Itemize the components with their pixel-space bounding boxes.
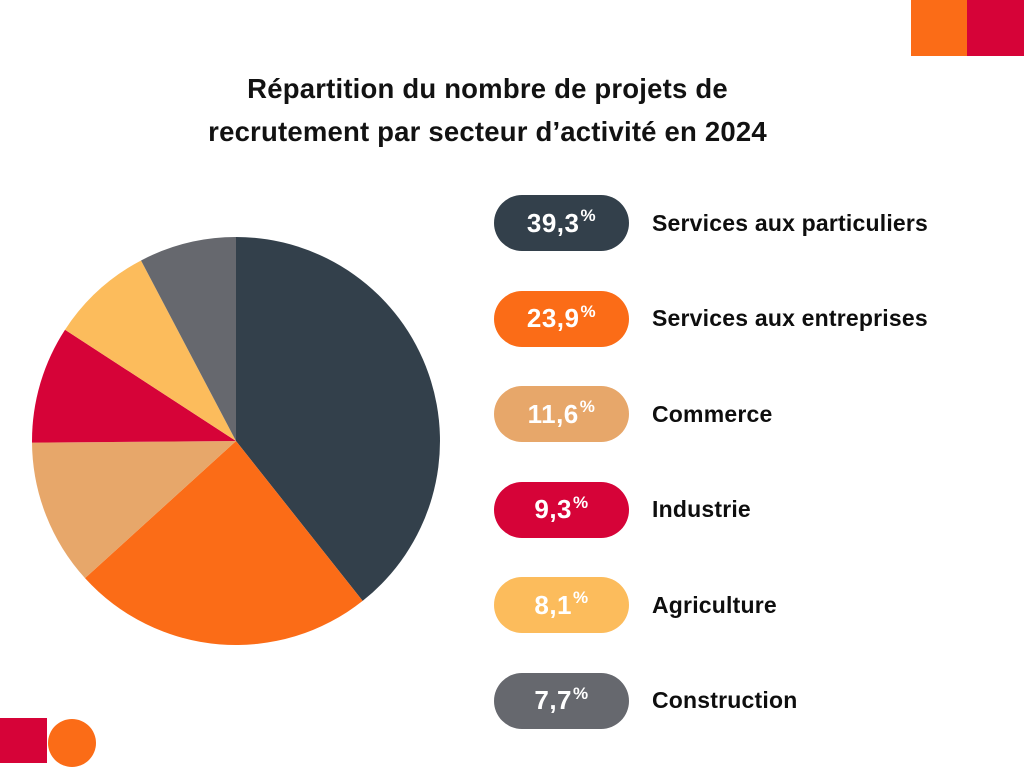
pie-slice-industrie [32, 329, 236, 443]
legend-row-commerce: 11,6% Commerce [494, 386, 928, 442]
legend-badge-services-aux-entreprises: 23,9% [494, 290, 629, 347]
percent-sign: % [580, 301, 597, 321]
legend-badge-value: 7,7 [534, 685, 573, 715]
pie-slice-services-aux-entreprises [85, 441, 363, 645]
legend-label-services-aux-entreprises: Services aux entreprises [652, 305, 928, 331]
percent-sign: % [573, 588, 589, 607]
corner-decoration-orange-circle [48, 719, 96, 767]
legend: 39,3% Services aux particuliers 23,9% Servi… [494, 195, 928, 729]
legend-badge-construction: 7,7% [494, 672, 629, 729]
legend-label-construction: Construction [652, 687, 798, 713]
legend-row-industrie: 9,3% Industrie [494, 481, 928, 538]
legend-label-agriculture: Agriculture [652, 591, 777, 618]
legend-badge-value: 8,1 [534, 589, 573, 620]
corner-decoration-red-rectangle [967, 0, 1024, 56]
chart-title-line-1: Répartition du nombre de projets de [247, 73, 728, 105]
percent-sign: % [573, 683, 589, 703]
legend-badge-value: 23,9 [526, 303, 580, 333]
pie-slice-construction [141, 237, 236, 441]
pie-slice-services-aux-particuliers [236, 237, 440, 601]
legend-label-commerce: Commerce [652, 400, 773, 427]
legend-badge-value: 11,6 [527, 398, 579, 429]
pie-chart-svg [32, 237, 440, 645]
legend-row-services-aux-entreprises: 23,9% Services aux entreprises [494, 290, 928, 347]
percent-sign: % [580, 206, 597, 225]
percent-sign: % [573, 492, 589, 512]
corner-decoration-orange-square [911, 0, 967, 56]
corner-decoration-red-square [0, 718, 47, 763]
legend-row-construction: 7,7% Construction [494, 672, 928, 729]
legend-label-industrie: Industrie [652, 496, 751, 522]
legend-badge-value: 39,3 [526, 207, 580, 238]
chart-title: Répartition du nombre de projets de recr… [0, 67, 975, 153]
pie-slice-commerce [32, 441, 237, 579]
pie-chart [32, 237, 440, 645]
legend-row-services-aux-particuliers: 39,3% Services aux particuliers [494, 195, 928, 251]
legend-badge-services-aux-particuliers: 39,3% [494, 195, 629, 251]
legend-badge-agriculture: 8,1% [494, 577, 629, 633]
pie-slice-agriculture [65, 260, 236, 441]
chart-title-line-2: recrutement par secteur d’activité en 20… [208, 116, 767, 148]
percent-sign: % [579, 397, 596, 416]
legend-label-services-aux-particuliers: Services aux particuliers [652, 209, 929, 236]
legend-row-agriculture: 8,1% Agriculture [494, 577, 928, 633]
legend-badge-value: 9,3 [534, 494, 573, 524]
legend-badge-industrie: 9,3% [494, 481, 629, 538]
legend-badge-commerce: 11,6% [494, 386, 629, 442]
